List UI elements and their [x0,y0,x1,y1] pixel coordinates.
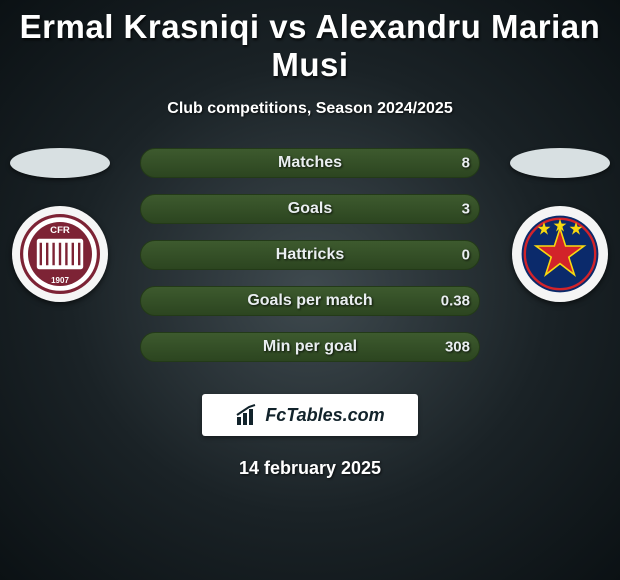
brand-box: FcTables.com [202,394,418,436]
bar-label: Matches [278,154,342,172]
stat-row: Goals per match 0.38 [140,286,480,316]
bar-right-value: 308 [445,339,470,356]
svg-text:1907: 1907 [51,276,69,285]
stat-row: Matches 8 [140,148,480,178]
left-ellipse [10,148,110,178]
bar-right-value: 3 [462,201,470,218]
subtitle: Club competitions, Season 2024/2025 [0,100,620,118]
bar-label: Goals per match [247,292,372,310]
svg-text:CFR: CFR [50,225,70,236]
stat-row: Hattricks 0 [140,240,480,270]
comparison-card: Ermal Krasniqi vs Alexandru Marian Musi … [0,0,620,580]
right-column [500,148,620,302]
cfr-badge-icon: CFR 1907 [20,214,100,294]
stat-row: Min per goal 308 [140,332,480,362]
brand-text: FcTables.com [265,405,384,426]
left-team-badge: CFR 1907 [12,206,108,302]
right-ellipse [510,148,610,178]
chart-icon [235,403,259,427]
bar-label: Goals [288,200,332,218]
fcsb-badge-icon [520,214,600,294]
stat-row: Goals 3 [140,194,480,224]
bar-right-value: 8 [462,155,470,172]
page-title: Ermal Krasniqi vs Alexandru Marian Musi [0,0,620,84]
date-text: 14 february 2025 [0,458,620,479]
right-team-badge [512,206,608,302]
left-column: CFR 1907 [0,148,120,302]
bar-label: Min per goal [263,338,357,356]
bar-right-value: 0 [462,247,470,264]
stat-bars: Matches 8 Goals 3 Hattricks 0 Goals per match 0… [140,148,480,378]
bar-right-value: 0.38 [441,293,470,310]
bar-label: Hattricks [276,246,344,264]
content-area: CFR 1907 Matches 8 Goals 3 Hattricks 0 Goals p… [0,148,620,378]
